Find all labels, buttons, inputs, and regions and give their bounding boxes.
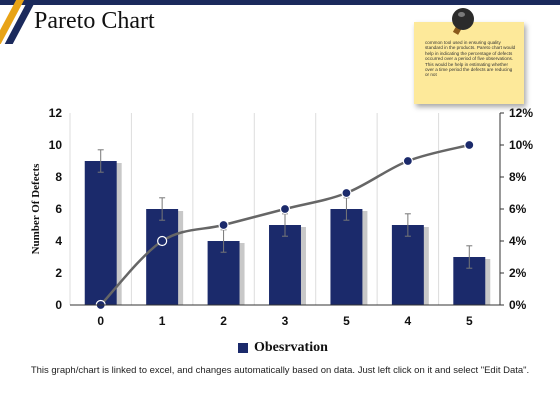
header-bar [0, 0, 560, 5]
x-tick-label: 1 [159, 314, 166, 328]
bar [269, 225, 301, 305]
line-marker [157, 235, 168, 247]
y2-tick-label: 6% [509, 202, 527, 216]
y-tick-label: 2 [55, 266, 62, 280]
line-marker [279, 203, 291, 215]
chart-bars [84, 161, 491, 305]
sticky-note: common tool used in ensuring quality sta… [414, 22, 524, 104]
bar [330, 209, 363, 305]
y2-tick-label: 8% [509, 170, 527, 184]
x-tick-label: 5 [466, 314, 473, 328]
line-marker [402, 155, 413, 167]
y-tick-label: 4 [55, 234, 62, 248]
y2-tick-label: 10% [509, 138, 533, 152]
x-tick-label: 2 [220, 314, 227, 328]
chart-error-bars [97, 149, 473, 269]
y-axis-label: Number Of Defects [30, 163, 42, 255]
pushpin-icon [452, 8, 474, 30]
y-tick-label: 10 [49, 138, 63, 152]
footer-note: This graph/chart is linked to excel, and… [30, 365, 530, 376]
y2-tick-label: 2% [509, 266, 527, 280]
bar [391, 225, 424, 305]
x-tick-label: 5 [343, 314, 350, 328]
bar [84, 161, 117, 305]
y2-tick-label: 4% [509, 234, 527, 248]
bar [146, 209, 179, 305]
x-tick-label: 3 [282, 314, 289, 328]
y2-tick-label: 12% [509, 106, 533, 120]
y-tick-label: 12 [49, 106, 63, 120]
line-marker [464, 139, 475, 151]
sticky-note-text: common tool used in ensuring quality sta… [425, 40, 516, 78]
chart-cumulative-line [95, 139, 475, 311]
page-title: Pareto Chart [34, 8, 155, 34]
pushpin-icon [458, 12, 465, 17]
legend-swatch [238, 343, 248, 353]
chart-legend: Obesrvation [238, 340, 328, 356]
line-marker [341, 187, 352, 199]
y-tick-label: 8 [55, 170, 62, 184]
x-tick-label: 4 [405, 314, 412, 328]
y2-tick-label: 0% [509, 298, 527, 312]
y-tick-label: 6 [55, 202, 62, 216]
line-marker [218, 219, 229, 231]
x-tick-label: 0 [97, 314, 104, 328]
legend-label: Obesrvation [254, 340, 328, 355]
y-tick-label: 0 [55, 298, 62, 312]
